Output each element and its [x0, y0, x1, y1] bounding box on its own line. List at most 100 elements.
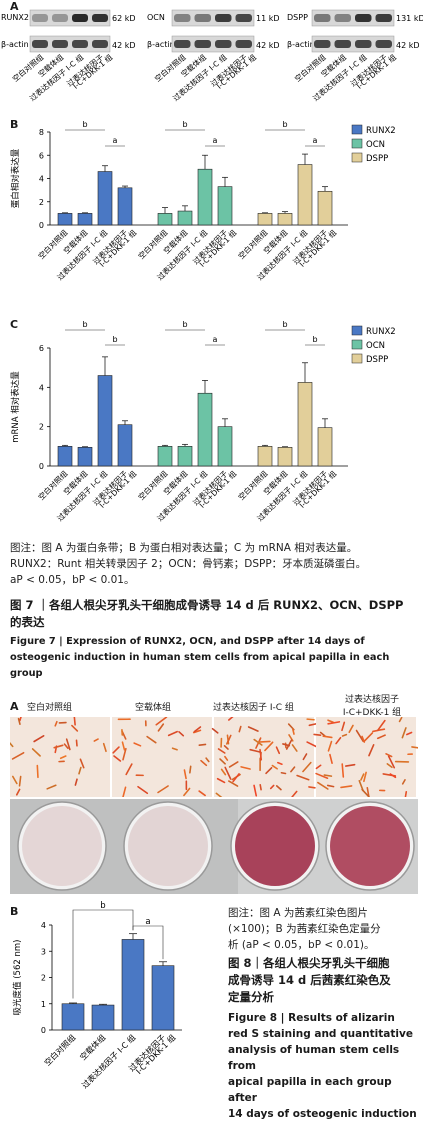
stained-cell	[240, 766, 251, 770]
stained-cell	[363, 732, 374, 742]
stained-cell	[171, 747, 178, 751]
stained-cell	[291, 790, 298, 797]
stained-cell	[121, 741, 126, 751]
stained-cell	[157, 723, 165, 732]
stained-cell	[411, 746, 418, 749]
stained-cell	[259, 783, 262, 791]
bar	[317, 427, 333, 467]
bar	[77, 447, 93, 467]
stained-cell	[217, 748, 226, 754]
photo-label-nfic-dkk1: 过表达核因子 I-C+DKK-1 组	[327, 692, 417, 718]
y-tick-label: 1	[41, 1000, 46, 1009]
fig8-note-line-2: (×100)；B 为茜素红染色定量分	[228, 923, 381, 935]
sig-label-b: b	[82, 120, 87, 129]
blot-band	[52, 14, 68, 22]
bar	[91, 1004, 115, 1031]
legend-swatch	[351, 124, 363, 135]
stained-cell	[193, 726, 202, 733]
bar	[297, 382, 313, 467]
bar	[257, 446, 273, 467]
sig-bracket-b	[72, 909, 134, 999]
stained-cell	[360, 773, 365, 781]
fig8-note-line-3: 析 (aP < 0.05，bP < 0.01)。	[228, 939, 375, 951]
x-tick-label: 空白对照组	[36, 227, 70, 261]
legend-swatch	[351, 152, 363, 163]
stained-cell	[285, 739, 293, 750]
bar	[197, 392, 213, 467]
stained-cell	[73, 717, 76, 726]
y-tick-label: 2	[39, 423, 44, 432]
stained-cell	[361, 788, 370, 797]
y-tick-label: 8	[39, 128, 44, 137]
fig7-caption-cn: 图 7 ｜各组人根尖牙乳头干细胞成骨诱导 14 d 后 RUNX2、OCN、DS…	[10, 597, 420, 631]
stained-cell	[306, 718, 315, 721]
bar	[177, 446, 193, 467]
stained-cell	[211, 727, 219, 734]
blot-band	[375, 40, 392, 48]
fig8-caption-en-line-3: analysis of human stem cells from	[228, 1044, 400, 1072]
stained-cell	[275, 746, 281, 755]
stained-cell	[59, 755, 67, 760]
blot-membrane	[311, 35, 395, 53]
stained-cell	[275, 785, 282, 791]
stained-cell	[33, 735, 45, 743]
blot-band	[194, 14, 211, 22]
legend-label: DSPP	[366, 355, 388, 365]
blot-actin-kda-label: 42 kD	[256, 41, 280, 50]
x-tick-label: 空白对照组	[236, 468, 270, 502]
culture-dish	[330, 806, 410, 886]
stained-cell	[219, 758, 226, 765]
stained-cell	[269, 784, 275, 790]
fig7-caption-en-line-1: Figure 7 | Expression of RUNX2, OCN, and…	[10, 636, 365, 647]
legend-swatch	[351, 325, 363, 336]
stained-cell	[329, 753, 333, 764]
stained-cell	[348, 724, 354, 734]
stained-cell	[265, 766, 273, 775]
stained-cell	[315, 764, 322, 770]
stained-cell	[122, 747, 127, 761]
stained-cell	[54, 720, 58, 727]
blot-group-label: 空白对照组	[152, 52, 188, 84]
fig8-panel-b-label: B	[10, 905, 19, 918]
bar	[97, 171, 113, 226]
stained-cell	[146, 735, 157, 744]
culture-dish	[22, 806, 102, 886]
legend-swatch	[351, 353, 363, 364]
stained-cell	[113, 755, 122, 762]
sig-label-a: a	[113, 136, 118, 145]
blot-band	[174, 40, 191, 48]
stained-cell	[183, 769, 187, 780]
fig8-note-line-1: 图注：图 A 为茜素红染色图片	[228, 907, 368, 919]
sig-bracket-a	[132, 925, 164, 960]
stained-cell	[46, 784, 57, 790]
blot-actin-kda-label: 42 kD	[112, 41, 136, 50]
stained-cell	[253, 784, 258, 797]
blot-actin-label: β-actin	[1, 40, 29, 49]
fig7-note-line-3: aP < 0.05，bP < 0.01。	[10, 574, 135, 586]
bar	[57, 446, 73, 467]
fig8-caption-en-line-1: Figure 8 | Results of alizarin	[228, 1012, 395, 1024]
alizarin-red-micrographs	[10, 717, 418, 797]
stained-cell	[215, 792, 223, 797]
stained-cell	[341, 721, 346, 732]
stained-cell	[389, 773, 397, 779]
stained-cell	[404, 790, 408, 797]
legend-label: RUNX2	[366, 327, 396, 337]
blot-band	[314, 40, 331, 48]
blot-band	[72, 40, 88, 48]
blot-band	[174, 14, 191, 22]
bar	[117, 424, 133, 467]
blot-membrane	[311, 9, 395, 27]
stained-cell	[189, 765, 192, 774]
stained-cell	[137, 785, 149, 795]
blot-kda-label: 11 kD	[256, 14, 280, 23]
sig-label-b: b	[82, 320, 87, 329]
stained-cell	[302, 761, 312, 773]
stained-cell	[341, 733, 348, 737]
stained-cell	[205, 757, 210, 763]
sig-label-a: a	[213, 136, 218, 145]
sig-label-a: a	[213, 335, 218, 344]
blot-band	[235, 14, 252, 22]
x-tick-label: 空白对照组	[236, 227, 270, 261]
